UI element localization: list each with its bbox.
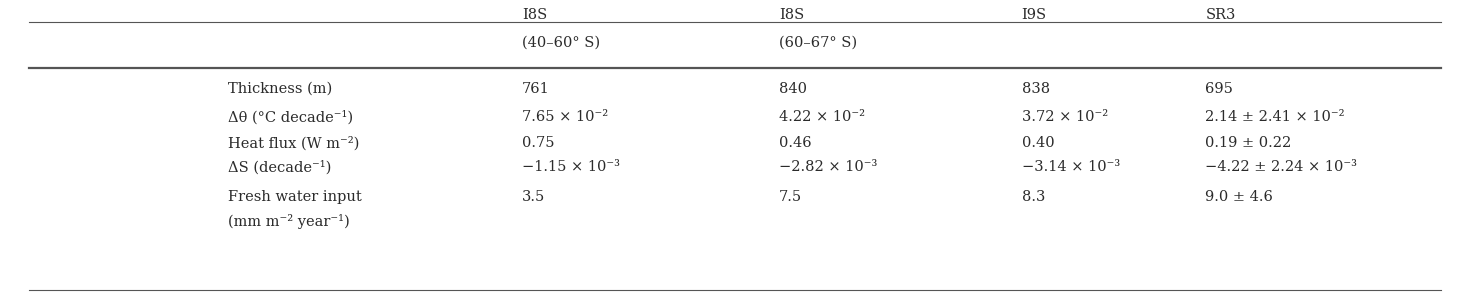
Text: 8.3: 8.3 [1022, 190, 1045, 204]
Text: (40–60° S): (40–60° S) [522, 36, 600, 50]
Text: (mm m⁻² year⁻¹): (mm m⁻² year⁻¹) [228, 214, 350, 229]
Text: −2.82 × 10⁻³: −2.82 × 10⁻³ [779, 160, 878, 174]
Text: −1.15 × 10⁻³: −1.15 × 10⁻³ [522, 160, 620, 174]
Text: 9.0 ± 4.6: 9.0 ± 4.6 [1205, 190, 1273, 204]
Text: −4.22 ± 2.24 × 10⁻³: −4.22 ± 2.24 × 10⁻³ [1205, 160, 1357, 174]
Text: 7.65 × 10⁻²: 7.65 × 10⁻² [522, 110, 609, 124]
Text: SR3: SR3 [1205, 8, 1236, 22]
Text: 4.22 × 10⁻²: 4.22 × 10⁻² [779, 110, 866, 124]
Text: 840: 840 [779, 82, 807, 96]
Text: 0.19 ± 0.22: 0.19 ± 0.22 [1205, 136, 1292, 150]
Text: 838: 838 [1022, 82, 1050, 96]
Text: I8S: I8S [522, 8, 547, 22]
Text: Heat flux (W m⁻²): Heat flux (W m⁻²) [228, 136, 359, 150]
Text: 0.40: 0.40 [1022, 136, 1054, 150]
Text: 2.14 ± 2.41 × 10⁻²: 2.14 ± 2.41 × 10⁻² [1205, 110, 1345, 124]
Text: 695: 695 [1205, 82, 1233, 96]
Text: 0.46: 0.46 [779, 136, 811, 150]
Text: 3.72 × 10⁻²: 3.72 × 10⁻² [1022, 110, 1108, 124]
Text: (60–67° S): (60–67° S) [779, 36, 857, 50]
Text: Thickness (m): Thickness (m) [228, 82, 332, 96]
Text: Fresh water input: Fresh water input [228, 190, 362, 204]
Text: I9S: I9S [1022, 8, 1047, 22]
Text: 7.5: 7.5 [779, 190, 803, 204]
Text: Δθ (°C decade⁻¹): Δθ (°C decade⁻¹) [228, 110, 353, 124]
Text: 0.75: 0.75 [522, 136, 554, 150]
Text: 761: 761 [522, 82, 550, 96]
Text: 3.5: 3.5 [522, 190, 545, 204]
Text: ΔS (decade⁻¹): ΔS (decade⁻¹) [228, 160, 331, 174]
Text: I8S: I8S [779, 8, 804, 22]
Text: −3.14 × 10⁻³: −3.14 × 10⁻³ [1022, 160, 1120, 174]
